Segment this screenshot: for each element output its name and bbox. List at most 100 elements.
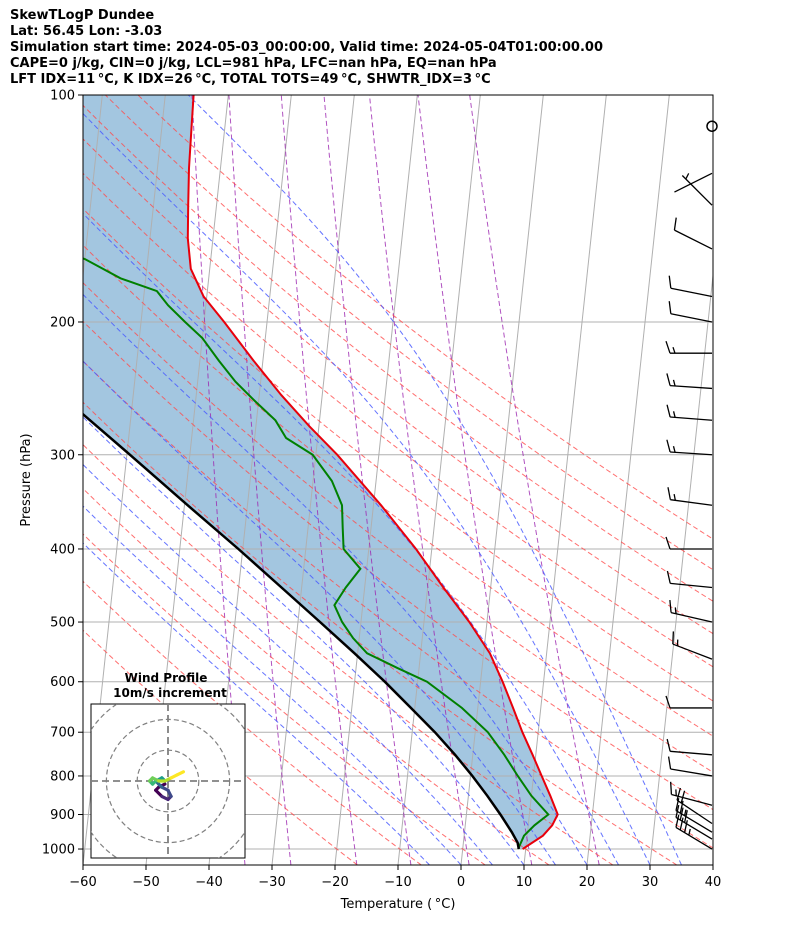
parcel-point-11 xyxy=(319,621,320,622)
plot-area xyxy=(43,95,713,865)
dewpoint-point-5 xyxy=(517,775,518,776)
barb-staff xyxy=(674,172,713,193)
parcel-point-2 xyxy=(511,832,512,833)
barb-full xyxy=(666,738,671,752)
dewpoint-point-26 xyxy=(218,360,219,361)
barb-staff xyxy=(675,816,713,840)
isotherm--70 xyxy=(83,95,103,281)
wind-barb-11 xyxy=(665,536,712,550)
dewpoint-point-37 xyxy=(70,126,71,127)
barb-staff xyxy=(670,611,713,623)
dewpoint-point-36 xyxy=(59,167,60,168)
wind-barb-13 xyxy=(666,439,713,456)
moist-adiabat-20 xyxy=(83,293,588,865)
barb-staff xyxy=(670,384,713,390)
wind-barb-14 xyxy=(666,404,713,421)
x-tick-label: −60 xyxy=(69,875,96,890)
isotherm--20 xyxy=(334,95,418,865)
dewpoint-point-34 xyxy=(43,227,44,228)
y-tick-label: 400 xyxy=(50,542,75,557)
x-tick-label: 40 xyxy=(705,875,722,890)
parcel-point-9 xyxy=(384,681,385,682)
temperature-point-8 xyxy=(512,707,513,708)
barb-staff xyxy=(675,810,713,833)
barb-full xyxy=(672,631,675,645)
dewpoint-point-16 xyxy=(360,568,361,569)
parcel-point-3 xyxy=(500,814,501,815)
wind-barb-16 xyxy=(665,340,712,354)
x-tick-label: 10 xyxy=(516,875,533,890)
location-text: Lat: 56.45 Lon: -3.03 xyxy=(10,24,163,39)
dewpoint-point-21 xyxy=(312,454,313,455)
parcel-point-8 xyxy=(410,707,411,708)
barb-full xyxy=(669,599,672,613)
dry-adiabat--10 xyxy=(83,580,422,865)
dewpoint-point-14 xyxy=(334,605,335,606)
barb-staff xyxy=(681,175,713,206)
barb-staff xyxy=(670,582,713,589)
mixing-ratio-1 xyxy=(280,95,358,865)
moist-adiabat-5 xyxy=(83,463,493,865)
stability-indices-line-2: LFT IDX=11 °C, K IDX=26 °C, TOTAL TOTS=4… xyxy=(10,72,491,87)
x-axis-label: Temperature ( °C) xyxy=(340,897,456,912)
dewpoint-point-3 xyxy=(548,814,549,815)
dewpoint-point-20 xyxy=(331,480,332,481)
temperature-point-16 xyxy=(309,426,310,427)
x-tick-label: −20 xyxy=(321,875,348,890)
barb-staff xyxy=(672,643,713,660)
dry-adiabat-120 xyxy=(105,95,713,571)
barb-full xyxy=(676,787,682,801)
temperature-point-11 xyxy=(469,621,470,622)
mixing-ratio-8 xyxy=(417,95,533,865)
dewpoint-point-11 xyxy=(366,653,367,654)
parcel-point-12 xyxy=(281,587,282,588)
dewpoint-point-25 xyxy=(235,381,236,382)
temperature-point-5 xyxy=(541,775,542,776)
y-tick-label: 700 xyxy=(50,726,75,741)
wind-barb-18 xyxy=(668,275,713,298)
x-tick-label: −10 xyxy=(384,875,411,890)
y-tick-label: 600 xyxy=(50,675,75,690)
barb-half xyxy=(688,828,691,836)
parcel-point-0 xyxy=(518,848,519,849)
dewpoint-point-6 xyxy=(504,754,505,755)
temperature-point-25 xyxy=(191,126,192,127)
temperature-point-7 xyxy=(522,732,523,733)
dry-adiabat-30 xyxy=(83,401,678,865)
dewpoint-point-33 xyxy=(54,248,55,249)
dewpoint-profile xyxy=(83,257,550,850)
barb-half xyxy=(685,173,690,180)
wind-barb-17 xyxy=(668,301,713,323)
hodograph-inset: Wind Profile 10m/s increment xyxy=(90,671,246,859)
y-tick-label: 900 xyxy=(50,808,75,823)
dewpoint-point-28 xyxy=(185,321,186,322)
x-tick-label: −30 xyxy=(258,875,285,890)
dry-adiabat-10 xyxy=(83,487,550,865)
temperature-point-4 xyxy=(550,795,551,796)
wind-barb-10 xyxy=(666,570,713,589)
isotherm-10 xyxy=(523,95,607,865)
temperature-profile xyxy=(186,95,559,850)
barb-full xyxy=(669,781,673,795)
isotherm-0 xyxy=(460,95,544,865)
dry-adiabat-130 xyxy=(137,95,713,540)
barb-staff xyxy=(670,750,713,756)
barb-staff xyxy=(670,287,713,298)
temperature-point-13 xyxy=(415,548,416,549)
barb-full xyxy=(667,756,672,770)
barb-half xyxy=(672,411,676,418)
temperature-point-15 xyxy=(337,454,338,455)
wind-barb-2 xyxy=(675,798,713,833)
temperature-point-18 xyxy=(253,360,254,361)
dewpoint-point-24 xyxy=(255,401,256,402)
moist-adiabat-35 xyxy=(187,95,682,865)
barb-full xyxy=(666,373,671,386)
barb-staff xyxy=(670,451,713,456)
parcel-point-7 xyxy=(434,732,435,733)
isotherm--30 xyxy=(271,95,355,865)
wind-barb-12 xyxy=(667,487,713,506)
y-tick-label: 800 xyxy=(50,769,75,784)
temperature-point-6 xyxy=(532,754,533,755)
y-axis-label: Pressure (hPa) xyxy=(19,433,34,526)
